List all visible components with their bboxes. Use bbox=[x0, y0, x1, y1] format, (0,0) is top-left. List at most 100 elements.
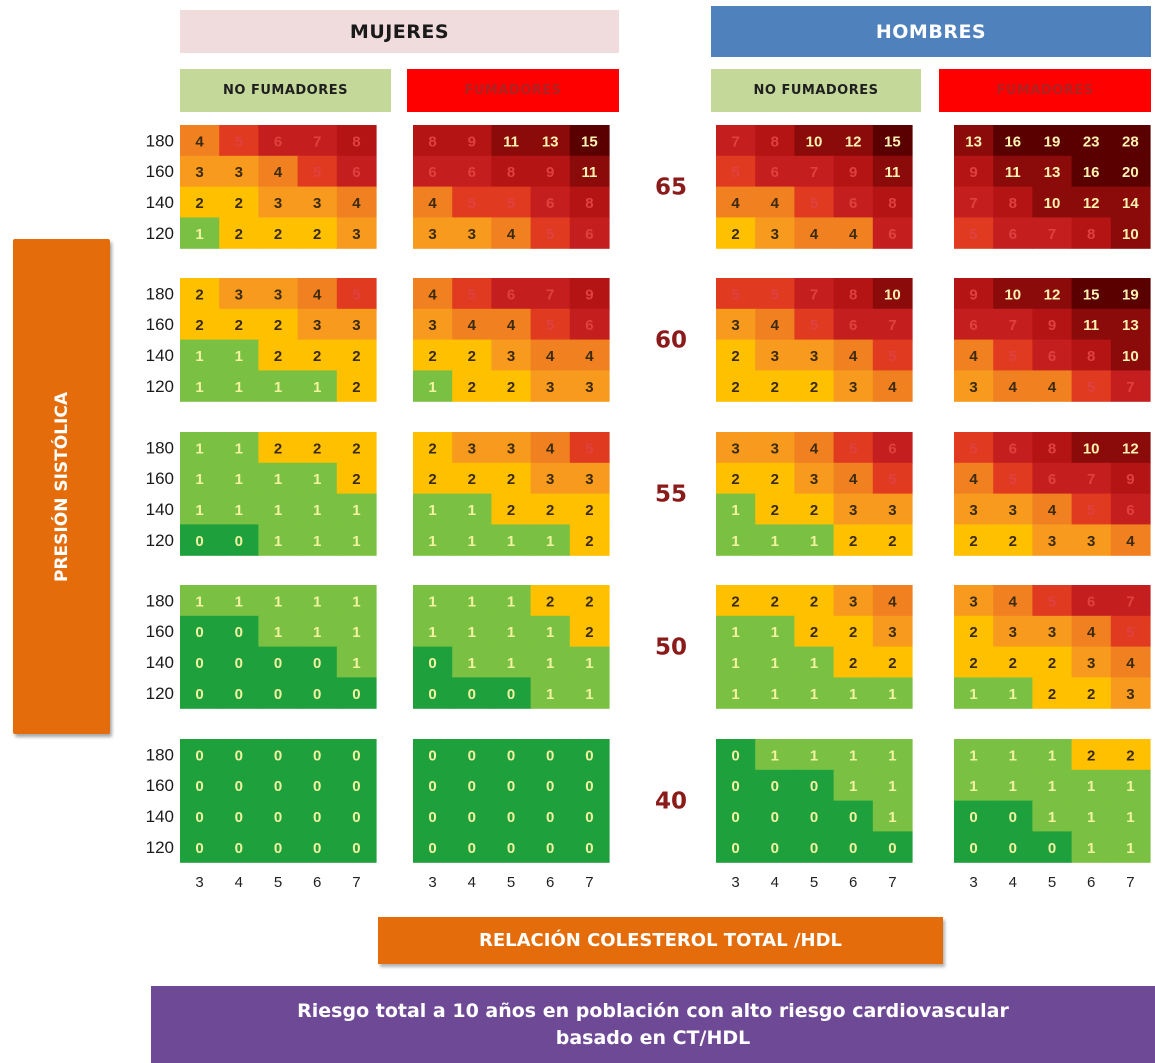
heatmap-cell bbox=[1071, 125, 1112, 157]
heatmap-cell bbox=[297, 646, 338, 678]
heatmap-cell bbox=[452, 646, 492, 678]
heatmap-cell bbox=[954, 125, 994, 157]
cell-value-label: 5 bbox=[1009, 471, 1017, 488]
heatmap-cell bbox=[1110, 524, 1151, 556]
cell-value-label: 0 bbox=[195, 624, 203, 641]
heatmap-cell bbox=[569, 370, 610, 402]
cell-value-label: 1 bbox=[810, 747, 818, 764]
heatmap-cell bbox=[569, 432, 610, 464]
heatmap-cell bbox=[413, 800, 453, 832]
heatmap-cell bbox=[569, 125, 610, 157]
heatmap-cell bbox=[1071, 585, 1112, 617]
cell-value-label: 5 bbox=[352, 286, 360, 303]
cell-value-label: 3 bbox=[274, 286, 282, 303]
heatmap-cell bbox=[413, 462, 453, 495]
heatmap-cell bbox=[872, 186, 913, 218]
cell-value-label: 6 bbox=[468, 164, 476, 181]
cell-value-label: 0 bbox=[428, 809, 436, 826]
cell-value-label: 1 bbox=[731, 624, 739, 641]
heatmap-cell bbox=[954, 217, 994, 249]
cell-value-label: 1 bbox=[313, 533, 321, 550]
heatmap-cell bbox=[755, 585, 795, 617]
cell-value-label: 0 bbox=[969, 840, 977, 857]
cell-value-label: 4 bbox=[771, 317, 780, 334]
cell-value-label: 13 bbox=[1044, 164, 1061, 181]
heatmap-cell bbox=[569, 308, 610, 341]
x-tick-label: 6 bbox=[1087, 874, 1095, 891]
cell-value-label: 2 bbox=[1009, 655, 1017, 672]
heatmap-cell bbox=[491, 370, 532, 402]
heatmap-cell bbox=[833, 278, 874, 310]
cell-value-label: 2 bbox=[274, 226, 282, 243]
heatmap-cell bbox=[491, 831, 532, 863]
heatmap-cell bbox=[716, 308, 756, 341]
heatmap-cell bbox=[794, 524, 835, 556]
y-tick-label: 180 bbox=[146, 745, 174, 764]
heatmap-cell bbox=[1071, 462, 1112, 495]
heatmap-cell bbox=[452, 831, 492, 863]
cell-value-label: 0 bbox=[585, 778, 593, 795]
cell-value-label: 1 bbox=[352, 624, 360, 641]
cell-value-label: 1 bbox=[849, 747, 857, 764]
cell-value-label: 4 bbox=[468, 317, 477, 334]
heatmap-cell bbox=[716, 125, 756, 157]
cell-value-label: 6 bbox=[546, 195, 554, 212]
x-tick-label: 6 bbox=[313, 874, 321, 891]
heatmap-cell bbox=[1071, 155, 1112, 188]
cell-value-label: 8 bbox=[1048, 440, 1056, 457]
heatmap-cell bbox=[491, 677, 532, 709]
cell-value-label: 5 bbox=[546, 317, 554, 334]
y-tick-label: 140 bbox=[146, 500, 174, 519]
cell-value-label: 2 bbox=[546, 502, 554, 519]
heatmap-cell bbox=[297, 800, 338, 832]
heatmap-cell bbox=[336, 155, 377, 188]
heatmap-cell bbox=[872, 155, 913, 188]
heatmap-cell bbox=[872, 493, 913, 525]
heatmap-cell bbox=[258, 800, 299, 832]
cell-value-label: 1 bbox=[428, 533, 436, 550]
heatmap-cell bbox=[1032, 125, 1073, 157]
heatmap-cell bbox=[180, 646, 220, 678]
cell-value-label: 1 bbox=[1009, 778, 1017, 795]
cell-value-label: 13 bbox=[542, 133, 559, 150]
cell-value-label: 0 bbox=[969, 809, 977, 826]
heatmap-cell bbox=[258, 677, 299, 709]
heatmap-cell bbox=[491, 615, 532, 648]
cell-value-label: 0 bbox=[507, 809, 515, 826]
cell-value-label: 1 bbox=[1087, 778, 1095, 795]
cell-value-label: 6 bbox=[888, 440, 896, 457]
cell-value-label: 3 bbox=[195, 164, 203, 181]
cell-value-label: 16 bbox=[1083, 164, 1100, 181]
heatmap-cell bbox=[954, 308, 994, 341]
heatmap-cell bbox=[452, 432, 492, 464]
cell-value-label: 2 bbox=[195, 195, 203, 212]
cell-value-label: 8 bbox=[1087, 226, 1095, 243]
heatmap-cell bbox=[1071, 739, 1112, 771]
y-tick-label: 180 bbox=[146, 284, 174, 303]
heatmap-cell bbox=[1071, 186, 1112, 218]
cell-value-label: 2 bbox=[352, 440, 360, 457]
heatmap-cell bbox=[180, 308, 220, 341]
cell-value-label: 3 bbox=[1048, 533, 1056, 550]
heatmap-cell bbox=[336, 432, 377, 464]
cell-value-label: 3 bbox=[1009, 502, 1017, 519]
cell-value-label: 10 bbox=[1122, 226, 1139, 243]
heatmap-cell bbox=[1110, 432, 1151, 464]
cell-value-label: 4 bbox=[810, 226, 819, 243]
heatmap-cell bbox=[336, 493, 377, 525]
cell-value-label: 0 bbox=[274, 747, 282, 764]
heatmap-cell bbox=[954, 186, 994, 218]
heatmap-cell bbox=[336, 646, 377, 678]
heatmap-cell bbox=[336, 739, 377, 771]
x-tick-label: 3 bbox=[969, 874, 977, 891]
heatmap-cell bbox=[180, 615, 220, 648]
heatmap-cell bbox=[413, 186, 453, 218]
cell-value-label: 4 bbox=[888, 593, 897, 610]
cell-value-label: 0 bbox=[546, 747, 554, 764]
cell-value-label: 9 bbox=[1048, 317, 1056, 334]
cell-value-label: 0 bbox=[731, 778, 739, 795]
heatmap-cell bbox=[219, 308, 259, 341]
cell-value-label: 0 bbox=[585, 747, 593, 764]
y-tick-label: 140 bbox=[146, 653, 174, 672]
heatmap-cell bbox=[452, 524, 492, 556]
